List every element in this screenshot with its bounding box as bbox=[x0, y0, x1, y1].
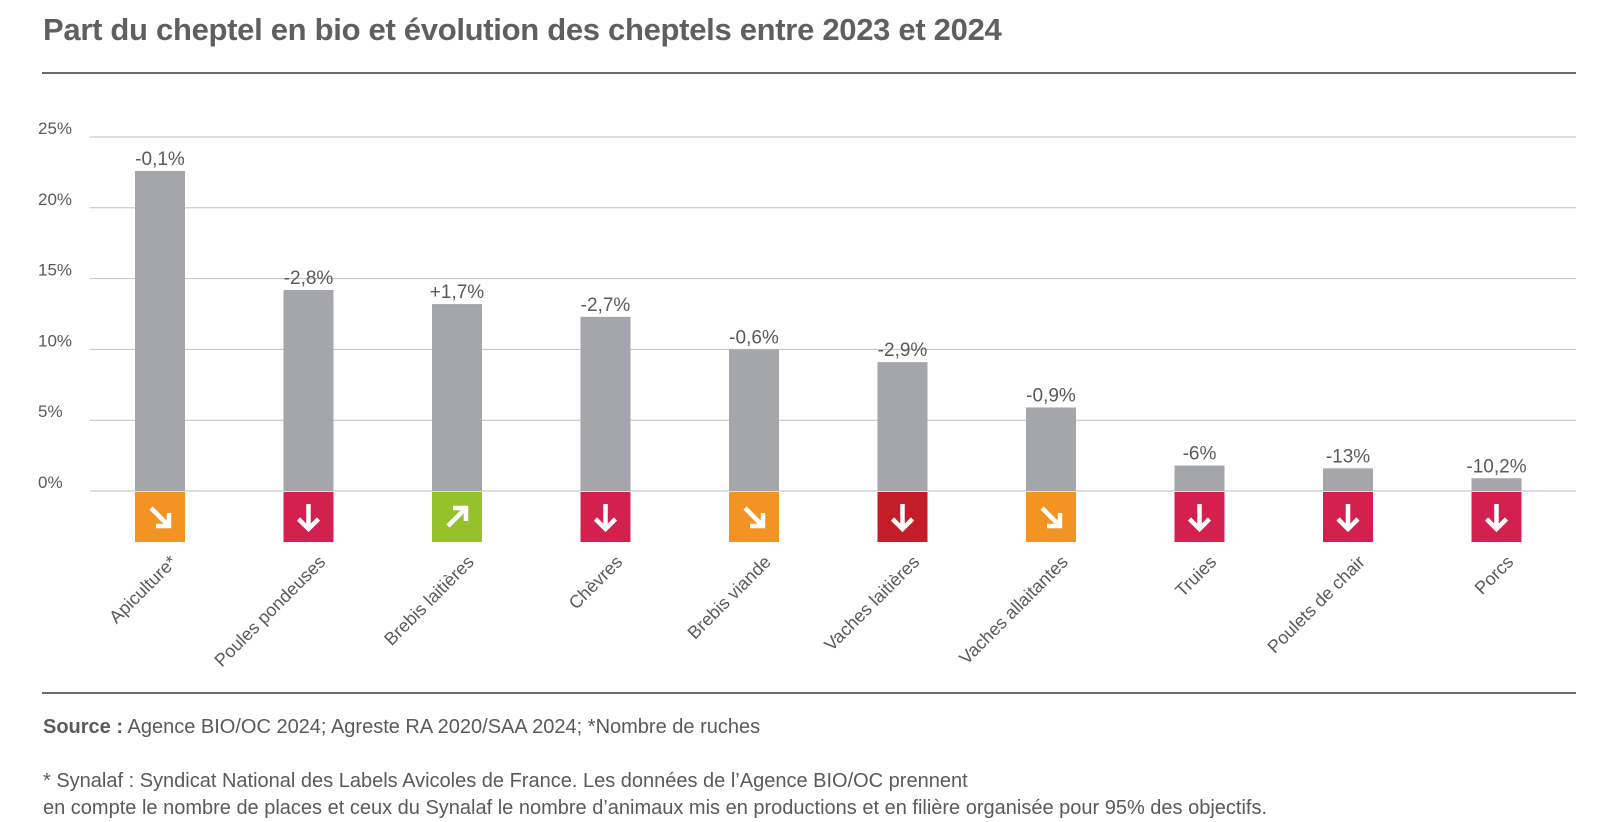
bar bbox=[1471, 478, 1522, 491]
x-tick-label: Poulets de chair bbox=[1263, 552, 1368, 657]
bar bbox=[283, 289, 334, 491]
arrow-up-right-icon bbox=[446, 505, 469, 528]
y-tick-label: 0% bbox=[38, 473, 63, 492]
y-tick-label: 20% bbox=[38, 190, 72, 209]
arrow-down-icon bbox=[1484, 504, 1509, 533]
source-label: Source : bbox=[43, 716, 124, 738]
data-label: -0,1% bbox=[135, 149, 185, 170]
footnote: * Synalaf : Syndicat National des Labels… bbox=[43, 768, 1267, 822]
x-tick-label: Chèvres bbox=[565, 552, 627, 614]
bar bbox=[580, 316, 631, 491]
data-label: -0,6% bbox=[729, 327, 779, 348]
x-tick-label: Truies bbox=[1171, 552, 1220, 601]
bar-chart: 0% 5% 10% 15% 20% 25% -0,1% Apiculture* -2,8% Pou… bbox=[38, 119, 1576, 671]
source-text: Agence BIO/OC 2024; Agreste RA 2020/SAA … bbox=[127, 716, 761, 738]
bar bbox=[135, 170, 185, 491]
y-tick-label: 15% bbox=[38, 261, 72, 280]
arrow-down-right-icon bbox=[1040, 506, 1063, 529]
bar bbox=[877, 362, 928, 491]
bottom-rule bbox=[42, 692, 1576, 694]
top-rule bbox=[42, 72, 1576, 74]
arrow-down-icon bbox=[890, 504, 915, 533]
bar bbox=[432, 304, 482, 491]
chart-title: Part du cheptel en bio et évolution des … bbox=[43, 12, 1002, 47]
x-tick-label: Poules pondeuses bbox=[210, 552, 329, 671]
source-line: Source : Agence BIO/OC 2024; Agreste RA … bbox=[43, 716, 760, 739]
bar bbox=[1174, 465, 1225, 491]
x-tick-label: Apiculture* bbox=[105, 552, 181, 628]
arrow-down-icon bbox=[296, 504, 321, 533]
arrow-down-icon bbox=[1187, 504, 1212, 533]
y-tick-label: 10% bbox=[38, 331, 72, 350]
footnote-line-2: en compte le nombre de places et ceux du… bbox=[43, 797, 1268, 819]
x-tick-label: Porcs bbox=[1471, 552, 1518, 599]
y-tick-label: 25% bbox=[38, 119, 72, 138]
data-label: +1,7% bbox=[430, 282, 485, 303]
x-tick-label: Vaches laitières bbox=[820, 552, 923, 655]
data-label: -6% bbox=[1183, 444, 1217, 465]
x-tick-label: Brebis viande bbox=[684, 552, 775, 643]
arrow-down-right-icon bbox=[149, 506, 172, 529]
data-label: -10,2% bbox=[1466, 456, 1526, 477]
y-tick-label: 5% bbox=[38, 402, 63, 421]
arrow-down-right-icon bbox=[743, 506, 766, 529]
x-tick-label: Brebis laitières bbox=[380, 552, 478, 650]
data-label: -0,9% bbox=[1026, 385, 1076, 406]
bar bbox=[1026, 407, 1076, 491]
data-label: -13% bbox=[1326, 446, 1370, 467]
bar bbox=[729, 349, 779, 491]
data-label: -2,9% bbox=[878, 340, 928, 361]
x-tick-label: Vaches allaitantes bbox=[955, 552, 1072, 669]
bar bbox=[1323, 468, 1373, 491]
data-label: -2,7% bbox=[581, 295, 631, 316]
data-label: -2,8% bbox=[284, 268, 334, 289]
footnote-line-1: * Synalaf : Syndicat National des Labels… bbox=[43, 770, 968, 792]
arrow-down-icon bbox=[593, 504, 618, 533]
arrow-down-icon bbox=[1336, 504, 1360, 533]
